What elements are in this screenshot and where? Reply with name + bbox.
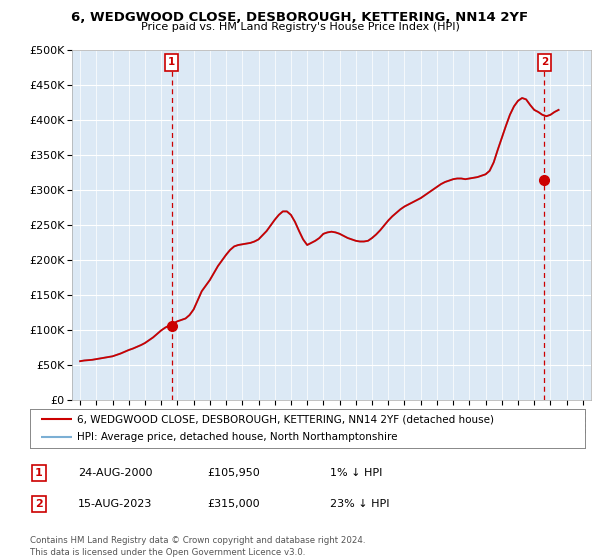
Text: 1: 1 (35, 468, 43, 478)
Text: 23% ↓ HPI: 23% ↓ HPI (330, 499, 389, 509)
Text: Contains HM Land Registry data © Crown copyright and database right 2024.
This d: Contains HM Land Registry data © Crown c… (30, 536, 365, 557)
Text: 24-AUG-2000: 24-AUG-2000 (78, 468, 152, 478)
Text: £105,950: £105,950 (207, 468, 260, 478)
Text: 2: 2 (541, 58, 548, 67)
Text: 1: 1 (168, 58, 175, 67)
Text: 6, WEDGWOOD CLOSE, DESBOROUGH, KETTERING, NN14 2YF (detached house): 6, WEDGWOOD CLOSE, DESBOROUGH, KETTERING… (77, 414, 494, 424)
Text: Price paid vs. HM Land Registry's House Price Index (HPI): Price paid vs. HM Land Registry's House … (140, 22, 460, 32)
Text: HPI: Average price, detached house, North Northamptonshire: HPI: Average price, detached house, Nort… (77, 432, 398, 442)
Text: 1% ↓ HPI: 1% ↓ HPI (330, 468, 382, 478)
Text: 6, WEDGWOOD CLOSE, DESBOROUGH, KETTERING, NN14 2YF: 6, WEDGWOOD CLOSE, DESBOROUGH, KETTERING… (71, 11, 529, 24)
Text: 15-AUG-2023: 15-AUG-2023 (78, 499, 152, 509)
Text: 2: 2 (35, 499, 43, 509)
Text: £315,000: £315,000 (207, 499, 260, 509)
